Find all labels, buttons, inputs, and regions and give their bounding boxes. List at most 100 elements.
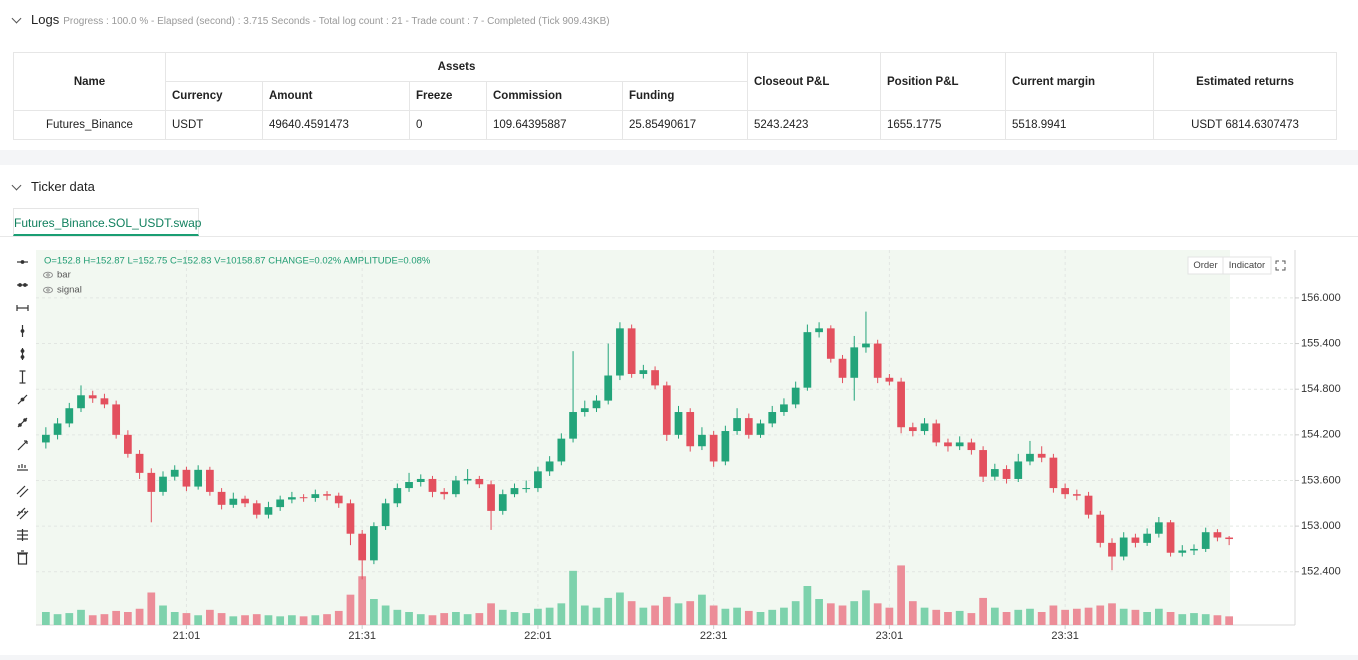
- candle-body: [674, 412, 683, 435]
- volume-bar: [88, 615, 97, 625]
- tool-icon[interactable]: [17, 440, 28, 451]
- logs-header: Logs Progress : 100.0 % - Elapsed (second…: [31, 12, 610, 27]
- header-cell: Current margin: [1005, 52, 1154, 111]
- volume-bar: [323, 614, 331, 625]
- volume-bar: [1002, 612, 1011, 625]
- y-tick-label: 152.400: [1301, 566, 1341, 578]
- logs-panel: Logs Progress : 100.0 % - Elapsed (second…: [0, 0, 1358, 150]
- candle-body: [53, 423, 62, 435]
- candle-body: [1178, 550, 1187, 553]
- tool-icon[interactable]: [17, 529, 28, 541]
- candle-body: [475, 478, 484, 485]
- indicator-button[interactable]: [1222, 256, 1272, 275]
- volume-bar: [65, 613, 74, 625]
- candle-body: [651, 370, 659, 386]
- candle-body: [405, 481, 413, 489]
- volume-bar: [428, 615, 437, 625]
- eye-icon[interactable]: [43, 271, 53, 279]
- volume-bar: [135, 608, 144, 625]
- volume-bar: [264, 615, 273, 625]
- button-label[interactable]: Indicator: [1229, 260, 1265, 271]
- candle-body: [510, 488, 519, 495]
- tool-icon[interactable]: [17, 260, 28, 264]
- tool-icon[interactable]: [17, 464, 28, 471]
- volume-bar: [229, 616, 238, 625]
- tool-icon[interactable]: [17, 417, 28, 428]
- volume-bar: [897, 565, 905, 625]
- symbol-tab[interactable]: Futures_Binance.SOL_USDT.swap: [13, 208, 201, 236]
- volume-bar: [53, 614, 62, 625]
- eye-icon[interactable]: [43, 286, 53, 294]
- candle-body: [1026, 453, 1034, 462]
- volume-bar: [850, 601, 859, 625]
- button-label[interactable]: Order: [1193, 260, 1217, 271]
- candle-body: [416, 478, 425, 482]
- cell: 109.64395887: [486, 110, 623, 140]
- volume-bar: [194, 615, 203, 625]
- candle-body: [1213, 532, 1222, 538]
- volume-bar: [1143, 612, 1151, 625]
- volume-bar: [920, 607, 929, 625]
- candle-body: [428, 478, 437, 492]
- marks: [41, 311, 1234, 625]
- series-label[interactable]: signal: [57, 285, 82, 296]
- candle-body: [65, 408, 74, 424]
- tool-icon[interactable]: [16, 507, 29, 520]
- volume-bar: [170, 612, 179, 625]
- collapse-icon[interactable]: [11, 180, 22, 191]
- tool-icon[interactable]: [17, 283, 28, 287]
- volume-bar: [1061, 609, 1069, 625]
- header-cell: Closeout P&L: [747, 52, 881, 111]
- delete-icon[interactable]: [17, 550, 28, 565]
- volume-bar: [662, 596, 671, 625]
- collapse-icon[interactable]: [11, 13, 22, 24]
- candle-body: [1049, 457, 1058, 489]
- series-label[interactable]: bar: [57, 270, 71, 281]
- candle-body: [381, 503, 390, 527]
- candle-body: [1154, 522, 1163, 534]
- fullscreen-icon[interactable]: [1275, 260, 1286, 271]
- candle-body: [346, 503, 355, 534]
- volume-bar: [487, 603, 495, 625]
- candle-body: [299, 497, 308, 499]
- tool-icon[interactable]: [19, 370, 26, 384]
- volume-bar: [381, 605, 390, 625]
- tool-icon[interactable]: [16, 305, 29, 311]
- candle-body: [838, 358, 847, 378]
- volume-bar: [475, 613, 484, 625]
- candle-body: [1108, 542, 1116, 557]
- plot-background: [36, 250, 1230, 625]
- cell: 5518.9941: [1005, 110, 1154, 140]
- volume-bar: [1014, 609, 1023, 625]
- y-tick-label: 153.600: [1301, 474, 1341, 486]
- volume-bar: [990, 607, 999, 625]
- volume-bar: [979, 597, 987, 625]
- candle-body: [1201, 532, 1210, 549]
- candle-body: [791, 387, 800, 405]
- candle-body: [41, 434, 50, 443]
- tool-icon[interactable]: [16, 485, 29, 498]
- volume-bar: [112, 610, 121, 625]
- candle-body: [873, 343, 882, 378]
- header-cell: Commission: [486, 81, 623, 111]
- volume-bar: [498, 609, 507, 625]
- volume-bar: [534, 608, 542, 625]
- volume-bar: [592, 607, 601, 625]
- volume-bar: [908, 601, 917, 625]
- candle-body: [967, 442, 976, 451]
- volume-bar: [944, 612, 952, 625]
- volume-bar: [768, 609, 777, 625]
- tool-icon[interactable]: [20, 348, 25, 360]
- candle-body: [733, 418, 741, 432]
- candle-body: [358, 533, 367, 561]
- volume-bar: [288, 615, 296, 625]
- volume-bar: [826, 603, 835, 625]
- candle-body: [88, 395, 97, 399]
- volume-bar: [698, 594, 706, 625]
- volume-bar: [1037, 612, 1046, 625]
- candle-body: [1002, 469, 1011, 479]
- volume-bar: [721, 608, 730, 625]
- ticker-title: Ticker data: [31, 179, 95, 194]
- tool-icon[interactable]: [17, 394, 28, 405]
- tool-icon[interactable]: [20, 325, 25, 337]
